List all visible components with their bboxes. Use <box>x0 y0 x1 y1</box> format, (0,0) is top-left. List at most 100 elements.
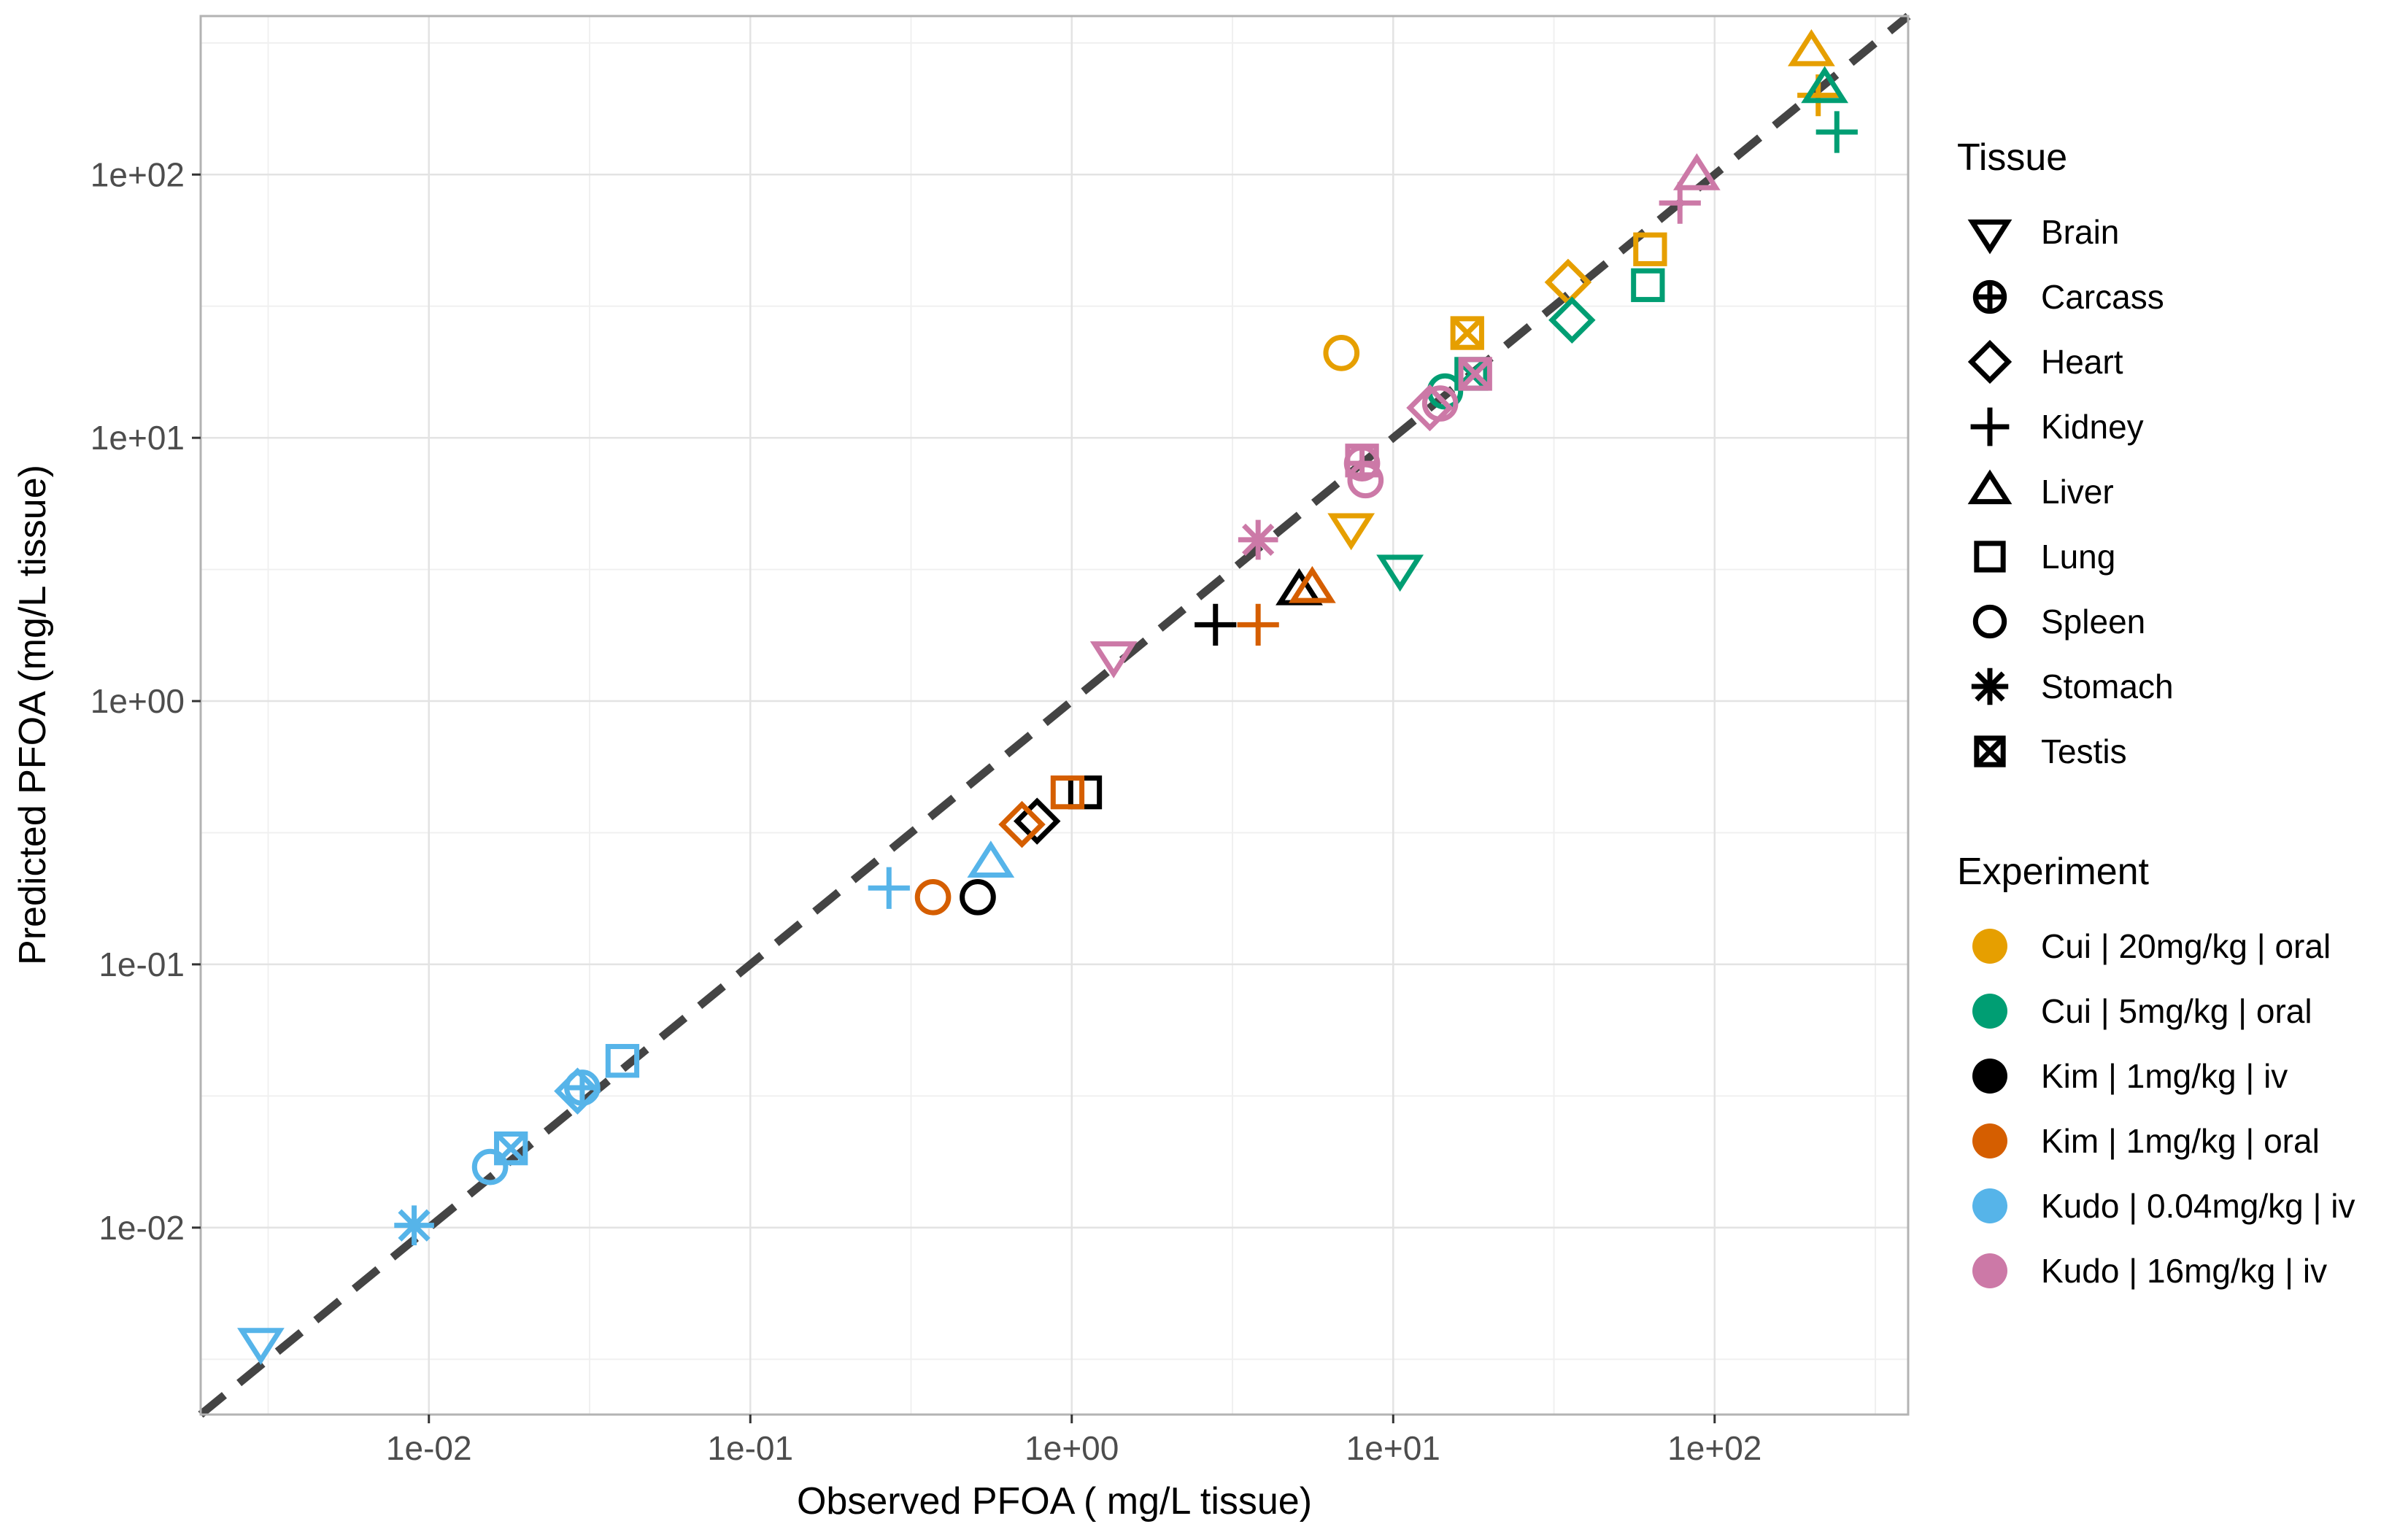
point-kidney-marker <box>1659 182 1701 224</box>
point-spleen-marker <box>960 878 996 916</box>
point-kidney-marker <box>1237 603 1279 646</box>
experiment-color-key <box>1972 1253 2007 1288</box>
tissue-legend-item: Liver <box>1967 469 2114 511</box>
lung-legend-key <box>1974 541 2006 573</box>
x-tick-label: 1e+00 <box>1024 1429 1119 1467</box>
experiment-color-key <box>1972 929 2007 964</box>
point-carcass-marker <box>564 1069 601 1106</box>
experiment-color-key <box>1972 1188 2007 1223</box>
experiment-legend-item: Kudo | 16mg/kg | iv <box>1972 1252 2327 1290</box>
tissue-legend-label: Stomach <box>2041 668 2174 705</box>
point-lung-marker <box>1633 232 1667 266</box>
liver-legend-key <box>1967 469 2013 505</box>
point-testis-marker <box>1458 357 1492 391</box>
point-testis-marker <box>1450 316 1484 350</box>
point-brain-marker <box>237 1328 285 1366</box>
point-stomach-marker <box>1238 519 1278 560</box>
point-heart-marker <box>1548 296 1596 344</box>
y-tick-label: 1e-01 <box>99 945 185 983</box>
y-tick-label: 1e-02 <box>99 1209 185 1247</box>
point-spleen-marker <box>471 1148 509 1185</box>
experiment-legend-title: Experiment <box>1957 851 2150 893</box>
experiment-legend-item: Cui | 5mg/kg | oral <box>1972 992 2312 1030</box>
y-tick-label: 1e+02 <box>90 155 185 193</box>
point-brain-marker <box>1376 554 1424 592</box>
carcass-legend-key <box>1972 279 2007 314</box>
point-lung-marker <box>1068 775 1103 810</box>
point-lung-marker <box>605 1044 640 1078</box>
heart-legend-key <box>1967 339 2013 384</box>
point-spleen-marker <box>1421 385 1459 422</box>
x-tick-label: 1e+02 <box>1667 1429 1761 1467</box>
brain-legend-key <box>1967 219 2013 255</box>
point-brain-marker <box>1327 513 1375 551</box>
point-heart-marker <box>554 1067 601 1115</box>
experiment-legend-label: Kim | 1mg/kg | oral <box>2041 1122 2320 1160</box>
tissue-legend-label: Spleen <box>2041 603 2145 641</box>
tissue-legend-item: Heart <box>1967 339 2123 384</box>
tissue-legend-label: Brain <box>2041 213 2119 251</box>
y-tick-label: 1e+01 <box>90 419 185 457</box>
x-tick-label: 1e+01 <box>1346 1429 1440 1467</box>
point-spleen-marker <box>914 878 952 916</box>
experiment-legend-item: Kudo | 0.04mg/kg | iv <box>1972 1187 2355 1225</box>
experiment-legend-label: Cui | 20mg/kg | oral <box>2041 927 2331 965</box>
testis-legend-key <box>1974 735 2006 767</box>
data-points <box>237 28 1858 1366</box>
point-heart-marker <box>1406 384 1454 432</box>
experiment-legend: Cui | 20mg/kg | oral Cui | 5mg/kg | oral K… <box>1972 927 2355 1290</box>
x-tick-label: 1e-01 <box>707 1429 793 1467</box>
point-spleen-marker <box>1347 462 1384 499</box>
experiment-legend-item: Kim | 1mg/kg | oral <box>1972 1122 2320 1160</box>
point-liver-marker <box>1672 152 1721 190</box>
tissue-legend-item: Lung <box>1974 538 2115 576</box>
stomach-legend-key <box>1971 668 2009 705</box>
experiment-legend-item: Kim | 1mg/kg | iv <box>1972 1057 2288 1095</box>
point-liver-marker <box>1788 28 1835 66</box>
y-axis-ticks: 1e-02 1e-01 1e+00 1e+01 1e+02 <box>90 155 201 1247</box>
point-lung-marker <box>1631 268 1665 303</box>
tissue-legend-item: Kidney <box>1970 407 2144 446</box>
tissue-legend-label: Kidney <box>2041 408 2144 446</box>
point-liver-marker <box>1288 565 1336 603</box>
point-brain-marker <box>1089 641 1138 678</box>
experiment-color-key <box>1972 1123 2007 1158</box>
point-kidney-marker <box>1815 111 1858 153</box>
tissue-legend-label: Carcass <box>2041 278 2164 316</box>
point-stomach-marker <box>394 1205 434 1245</box>
spleen-legend-key <box>1972 604 2007 639</box>
point-kidney-marker <box>1195 603 1237 646</box>
x-axis-title: Observed PFOA ( mg/L tissue) <box>797 1480 1312 1523</box>
point-liver-marker <box>967 840 1015 878</box>
experiment-color-key <box>1972 994 2007 1029</box>
y-tick-label: 1e+00 <box>90 682 185 720</box>
point-liver-marker <box>1801 66 1849 104</box>
tissue-legend-item: Testis <box>1974 732 2127 770</box>
x-tick-label: 1e-02 <box>386 1429 472 1467</box>
tissue-legend-label: Heart <box>2041 343 2123 381</box>
experiment-legend-item: Cui | 20mg/kg | oral <box>1972 927 2331 965</box>
point-heart-marker <box>998 800 1046 848</box>
experiment-legend-label: Kudo | 16mg/kg | iv <box>2041 1252 2327 1290</box>
point-kidney-marker <box>868 867 910 909</box>
experiment-color-key <box>1972 1059 2007 1094</box>
tissue-legend-item: Spleen <box>1972 603 2145 641</box>
tissue-legend: Brain Carcass Heart Kidney Liver Lung Spleen St… <box>1967 213 2174 770</box>
y-axis-title: Predicted PFOA (mg/L tissue) <box>12 465 54 965</box>
x-axis-ticks: 1e-02 1e-01 1e+00 1e+01 1e+02 <box>386 1415 1761 1467</box>
point-heart-marker <box>1013 797 1061 845</box>
tissue-legend-title: Tissue <box>1957 136 2067 179</box>
tissue-legend-item: Stomach <box>1971 668 2174 705</box>
experiment-legend-label: Kudo | 0.04mg/kg | iv <box>2041 1187 2355 1225</box>
grid-lines <box>201 16 1908 1415</box>
tissue-legend-label: Lung <box>2041 538 2115 576</box>
tissue-legend-label: Testis <box>2041 732 2127 770</box>
tissue-legend-label: Liver <box>2041 473 2114 511</box>
plot-panel-border <box>199 15 1910 1416</box>
experiment-legend-label: Cui | 5mg/kg | oral <box>2041 992 2312 1030</box>
tissue-legend-item: Brain <box>1967 213 2119 255</box>
experiment-legend-label: Kim | 1mg/kg | iv <box>2041 1057 2288 1095</box>
tissue-legend-item: Carcass <box>1972 278 2164 316</box>
